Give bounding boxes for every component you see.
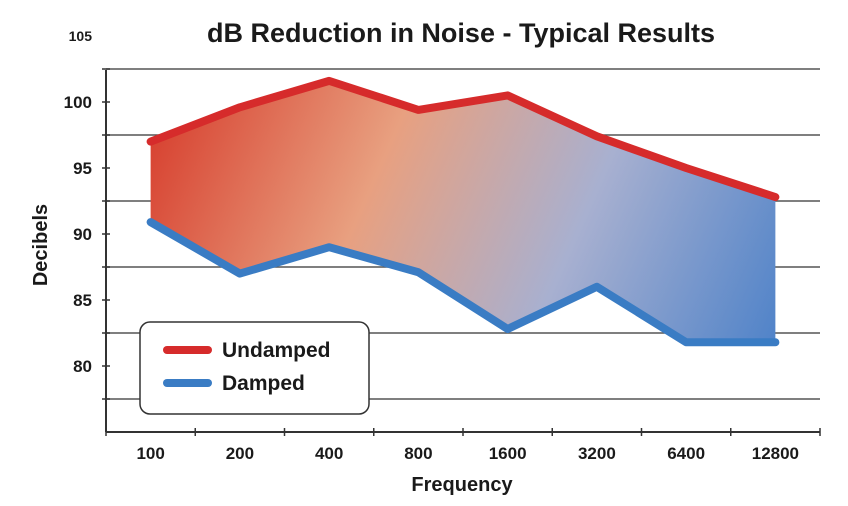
- x-tick-label: 1600: [489, 444, 527, 463]
- x-tick-label: 400: [315, 444, 343, 463]
- y-tick-label: 95: [73, 159, 92, 178]
- x-tick-label: 6400: [667, 444, 705, 463]
- legend: Undamped Damped: [139, 321, 370, 415]
- x-axis: 100 200 400 800 1600 3200 6400 12800: [105, 428, 821, 463]
- y-tick-label: 105: [69, 28, 93, 44]
- x-tick-label: 200: [226, 444, 254, 463]
- legend-label-undamped: Undamped: [222, 339, 331, 362]
- y-axis-label: Decibels: [30, 204, 52, 286]
- y-tick-label: 80: [73, 357, 92, 376]
- series-line-undamped: [146, 76, 780, 202]
- y-tick-label: 100: [64, 93, 92, 112]
- chart-title: dB Reduction in Noise - Typical Results: [207, 18, 715, 48]
- x-tick-label: 12800: [752, 444, 799, 463]
- legend-box: [139, 321, 370, 415]
- y-axis: 80 85 90 95 100 105: [64, 28, 110, 432]
- x-tick-label: 3200: [578, 444, 616, 463]
- series-line-damped: [146, 218, 780, 347]
- x-axis-label: Frequency: [411, 474, 513, 496]
- legend-label-damped: Damped: [222, 372, 305, 395]
- y-tick-label: 90: [73, 225, 92, 244]
- x-tick-label: 800: [404, 444, 432, 463]
- series-lines: [146, 76, 780, 347]
- y-tick-label: 85: [73, 291, 92, 310]
- x-tick-label: 100: [136, 444, 164, 463]
